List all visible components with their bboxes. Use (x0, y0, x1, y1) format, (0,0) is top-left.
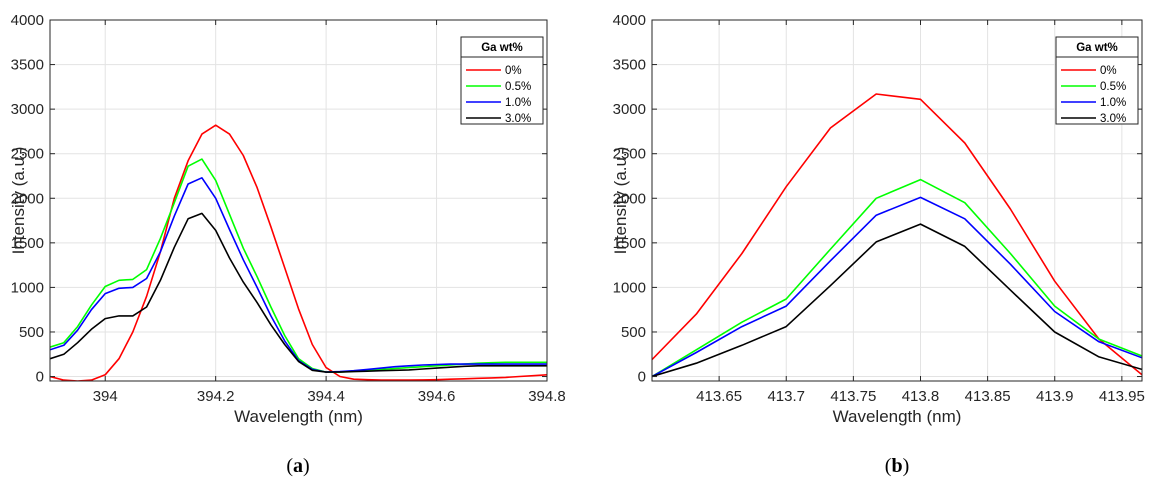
axes-box (49, 19, 548, 382)
panel-caption: (a) (286, 455, 309, 477)
legend-label: 0% (1100, 65, 1117, 77)
y-tick-label: 3000 (11, 101, 44, 118)
legend-label: 1.0% (505, 97, 531, 109)
y-tick-label: 2500 (11, 146, 44, 163)
y-tick-label: 1500 (613, 235, 646, 252)
series-line-1.0% (50, 177, 547, 373)
y-axis-label: Intensity (a.u.) (611, 147, 630, 255)
y-axis-label: Intensity (a.u.) (9, 147, 28, 255)
series-line-3.0% (50, 212, 547, 373)
series-line-0.5% (50, 158, 547, 373)
y-tick-label: 4000 (613, 12, 646, 29)
y-tick-label: 0 (36, 369, 44, 386)
legend-box (1055, 36, 1139, 125)
legend: Ga wt% 0% 0.5% 1.0% 3.0% (1055, 36, 1139, 125)
x-axis-label: Wavelength (nm) (234, 407, 363, 426)
x-tick-label: 413.75 (830, 388, 876, 405)
panel-caption: (b) (885, 455, 909, 477)
y-tick-label: 500 (621, 324, 646, 341)
chart-panel-b: 413.65 413.7 413.75 413.8 413.85 413.9 413.95 0… (611, 12, 1145, 477)
x-tick-label: 413.7 (767, 388, 805, 405)
legend-label: 3.0% (505, 113, 531, 125)
legend-label: 3.0% (1100, 113, 1126, 125)
x-tick-label: 394 (93, 388, 118, 405)
y-tick-label: 2000 (613, 190, 646, 207)
legend-title: Ga wt% (1076, 42, 1118, 54)
x-tick-label: 413.85 (965, 388, 1011, 405)
series-line-3.0% (652, 223, 1142, 378)
y-tick-label: 4000 (11, 12, 44, 29)
y-tick-label: 500 (19, 324, 44, 341)
y-tick-label: 2000 (11, 190, 44, 207)
series-line-0% (50, 124, 547, 381)
plot-area (652, 93, 1142, 378)
series-line-0% (652, 93, 1142, 376)
x-tick-label: 394.8 (528, 388, 566, 405)
plot-area (50, 124, 547, 381)
series-line-0.5% (652, 178, 1142, 378)
legend-box (460, 36, 544, 125)
y-tick-label: 0 (638, 369, 646, 386)
x-axis-label: Wavelength (nm) (833, 407, 962, 426)
y-tick-label: 1000 (11, 279, 44, 296)
x-tick-label: 413.8 (902, 388, 940, 405)
legend: Ga wt% 0% 0.5% 1.0% 3.0% (460, 36, 544, 125)
x-tick-label: 413.95 (1099, 388, 1145, 405)
y-tick-label: 2500 (613, 146, 646, 163)
legend-label: 0% (505, 65, 522, 77)
legend-label: 0.5% (505, 81, 531, 93)
y-tick-label: 3500 (613, 57, 646, 74)
axes-box (651, 19, 1143, 382)
legend-title: Ga wt% (481, 42, 523, 54)
legend-label: 1.0% (1100, 97, 1126, 109)
x-tick-label: 394.2 (197, 388, 235, 405)
x-tick-label: 413.9 (1036, 388, 1074, 405)
x-tick-label: 394.4 (307, 388, 345, 405)
y-tick-label: 1500 (11, 235, 44, 252)
chart-panel-a: 394 394.2 394.4 394.6 394.8 0 500 1000 1500 2000 2… (9, 12, 566, 477)
x-tick-label: 394.6 (418, 388, 456, 405)
x-tick-label: 413.65 (696, 388, 742, 405)
series-line-1.0% (652, 196, 1142, 378)
y-tick-label: 3000 (613, 101, 646, 118)
y-tick-label: 3500 (11, 57, 44, 74)
y-tick-label: 1000 (613, 279, 646, 296)
legend-label: 0.5% (1100, 81, 1126, 93)
